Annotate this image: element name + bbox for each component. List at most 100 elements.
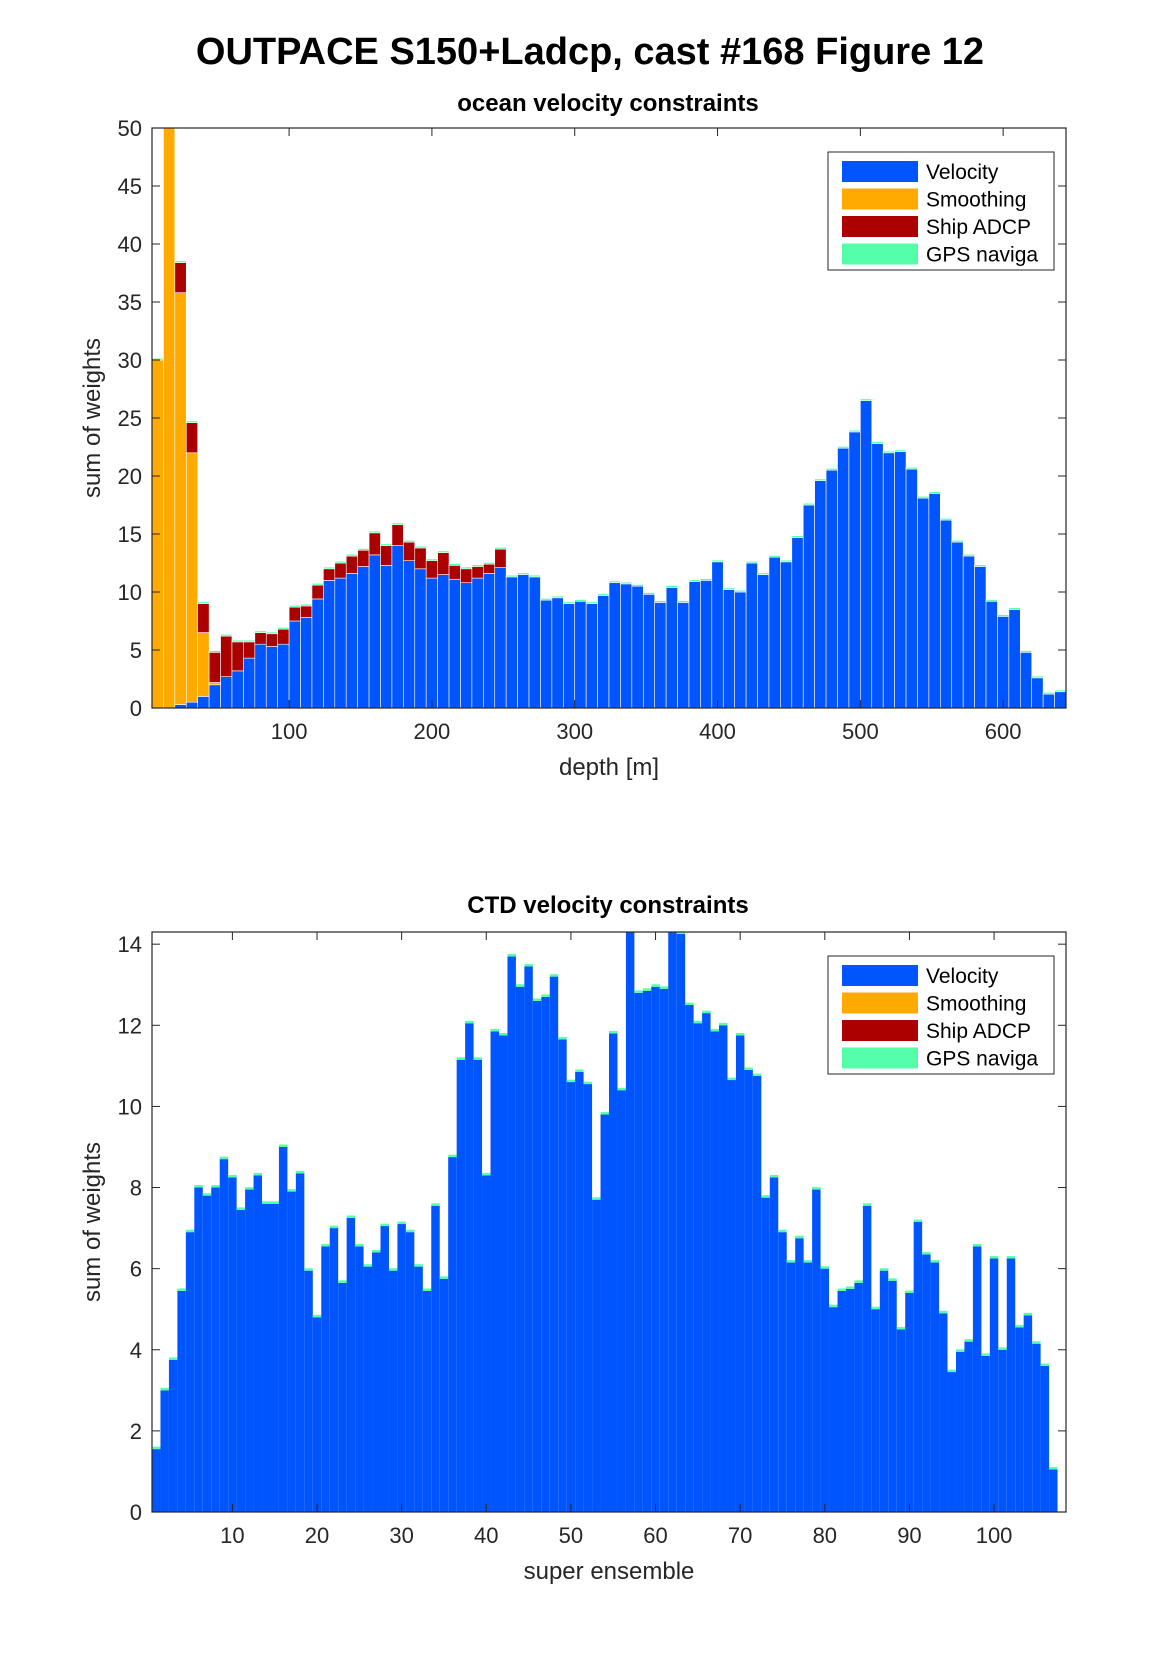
bar-velocity [185,1232,195,1512]
legend-swatch-ship-adcp [842,216,918,237]
x-tick-label: 200 [414,719,451,744]
bar-gps [185,420,198,423]
bar-velocity [642,990,652,1512]
bar-gps [460,566,473,570]
bar-gps [744,1067,753,1070]
bar-gps [345,553,358,557]
bar-velocity [1008,609,1021,709]
legend-swatch-velocity [842,161,918,182]
bar-gps [659,986,669,989]
bar-velocity [465,1023,474,1512]
bar-ship-adcp [380,545,393,566]
bar-velocity [211,1187,220,1512]
bar-velocity [270,1203,279,1512]
bar-velocity [414,568,427,709]
bar-gps [507,953,516,957]
bar-velocity [745,562,758,709]
bar-velocity [551,597,564,709]
bar-velocity [368,554,381,709]
bar-velocity [896,1329,906,1512]
bar-velocity [837,1290,846,1512]
bar-velocity [1023,1315,1033,1512]
bar-velocity [549,976,559,1512]
y-tick-label: 2 [130,1419,142,1444]
bar-velocity [231,670,244,709]
bar-velocity [905,1292,914,1512]
x-tick-label: 60 [643,1523,667,1548]
bar-velocity [735,1035,745,1512]
bar-gps [780,559,793,563]
bar-velocity [278,1146,288,1512]
bar-ship-adcp [300,605,313,618]
bar-ship-adcp [471,566,484,579]
bar-gps [829,1304,838,1308]
bar-gps [665,585,678,588]
bar-gps [517,572,530,575]
legend-swatch-smoothing [842,992,918,1014]
y-tick-label: 40 [118,232,142,257]
ocean-panel-title: ocean velocity constraints [457,90,758,117]
bar-ship-adcp [368,532,381,556]
bar-gps [414,1264,423,1267]
bar-velocity [620,583,633,709]
bar-velocity [304,1270,313,1512]
bar-gps [894,449,907,452]
bar-velocity [802,504,815,709]
bar-gps [795,1235,804,1239]
bar-gps [312,1314,322,1318]
bar-gps [439,1276,449,1279]
bar-velocity [422,1290,432,1512]
bar-velocity [654,602,667,709]
bar-gps [380,543,393,546]
bar-gps [465,1020,474,1024]
bar-velocity [160,1390,169,1512]
bar-velocity [710,1031,720,1512]
bar-gps [304,1268,313,1271]
ctd-x-axis-label: super ensemble [524,1558,695,1585]
bar-gps [368,530,381,534]
bar-smoothing [185,452,198,703]
bar-gps [220,634,233,637]
bar-gps [388,1268,398,1271]
bar-gps [998,1347,1007,1350]
bar-gps [403,540,416,543]
bar-gps [236,1207,246,1210]
bar-velocity [490,1031,499,1512]
legend-label-smoothing: Smoothing [926,189,1026,212]
y-tick-label: 5 [130,638,142,663]
bar-velocity [456,1059,466,1512]
bar-ship-adcp [437,552,450,575]
bar-gps [879,1268,889,1271]
bar-gps [693,1020,703,1024]
bar-velocity [803,1262,813,1512]
legend-swatch-gps [842,1047,918,1069]
bar-velocity [405,1232,415,1512]
bar-velocity [566,1082,576,1512]
ctd-y-ticks: 0 2 4 6 8 10 12 14 [118,932,1066,1525]
bar-gps [825,468,838,471]
bar-velocity [592,1199,601,1512]
bar-gps [228,1174,237,1178]
bar-gps [620,581,633,585]
legend-label-gps: GPS naviga [926,244,1038,267]
y-tick-label: 30 [118,348,142,373]
bar-gps [357,548,370,551]
bar-velocity [265,646,278,709]
bar-gps [231,639,244,643]
bar-velocity [202,1195,212,1512]
bar-gps [608,580,621,584]
bar-gps [917,495,930,499]
x-tick-label: 30 [389,1523,413,1548]
bar-gps [566,1079,576,1083]
bar-ship-adcp [243,641,256,659]
x-tick-label: 70 [728,1523,752,1548]
bar-gps [515,984,525,987]
bar-gps [540,598,553,601]
bar-velocity [913,1222,923,1512]
y-tick-label: 20 [118,464,142,489]
bar-velocity [974,566,987,709]
bar-velocity [507,956,516,1512]
y-tick-label: 0 [130,1500,142,1525]
bar-velocity [829,1307,838,1512]
